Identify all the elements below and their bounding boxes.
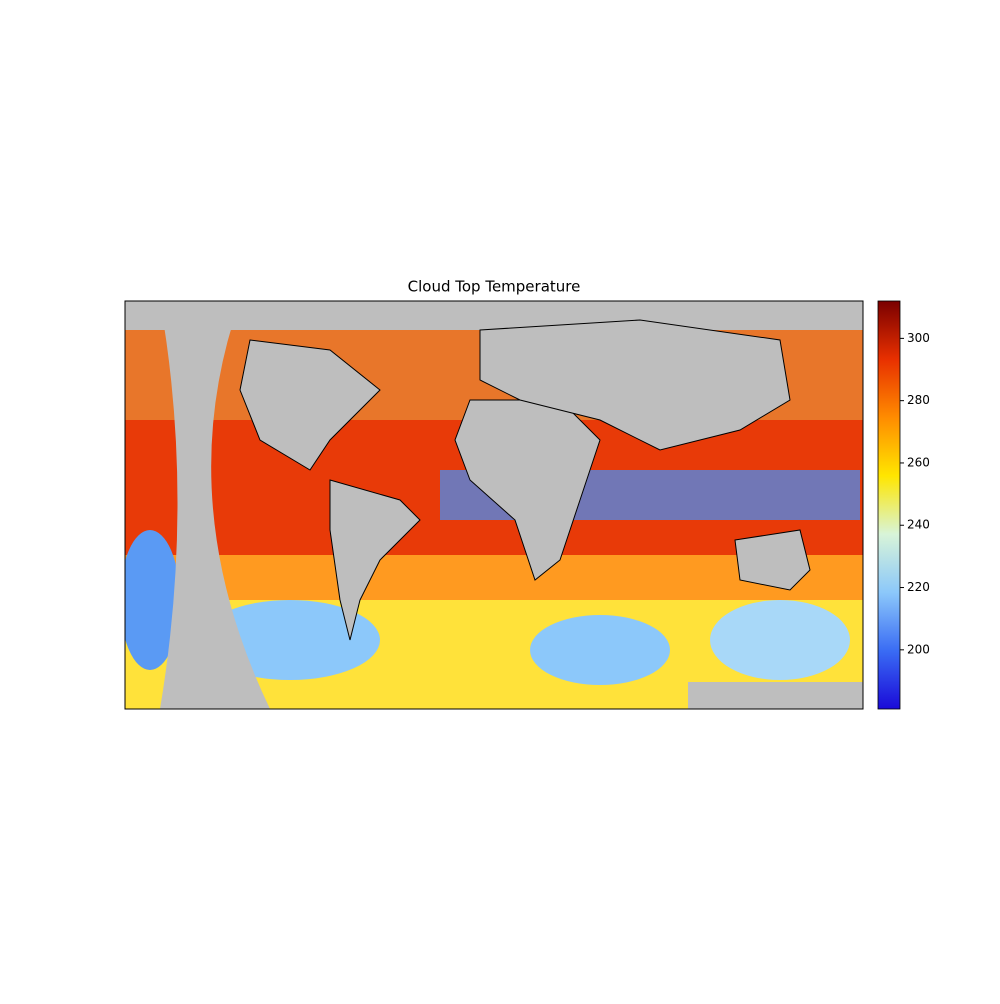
colorbar-scale [877, 300, 901, 710]
map-frame [124, 300, 864, 710]
colorbar-tick-label: 240 [907, 518, 930, 532]
cloud-area [530, 615, 670, 685]
map-area [125, 301, 863, 709]
africa [454, 399, 601, 581]
australia [734, 529, 811, 591]
colorbar-tick-label: 300 [907, 331, 930, 345]
no-data-gap [160, 301, 270, 709]
colorbar-tick-label: 260 [907, 455, 930, 469]
cloud-area [125, 530, 180, 670]
colorbar-tick-label: 220 [907, 580, 930, 594]
north-america [239, 339, 381, 471]
colorbar-tick-label: 280 [907, 393, 930, 407]
no-data-gap [688, 682, 863, 709]
south-america [329, 479, 421, 641]
cloud-area [710, 600, 850, 680]
eurasia [479, 319, 791, 451]
colorbar: 200 220 240 260 280 300 [877, 300, 930, 710]
colorbar-tick-label: 200 [907, 642, 930, 656]
map-title: Cloud Top Temperature [408, 278, 581, 296]
no-data-gap [688, 301, 863, 329]
